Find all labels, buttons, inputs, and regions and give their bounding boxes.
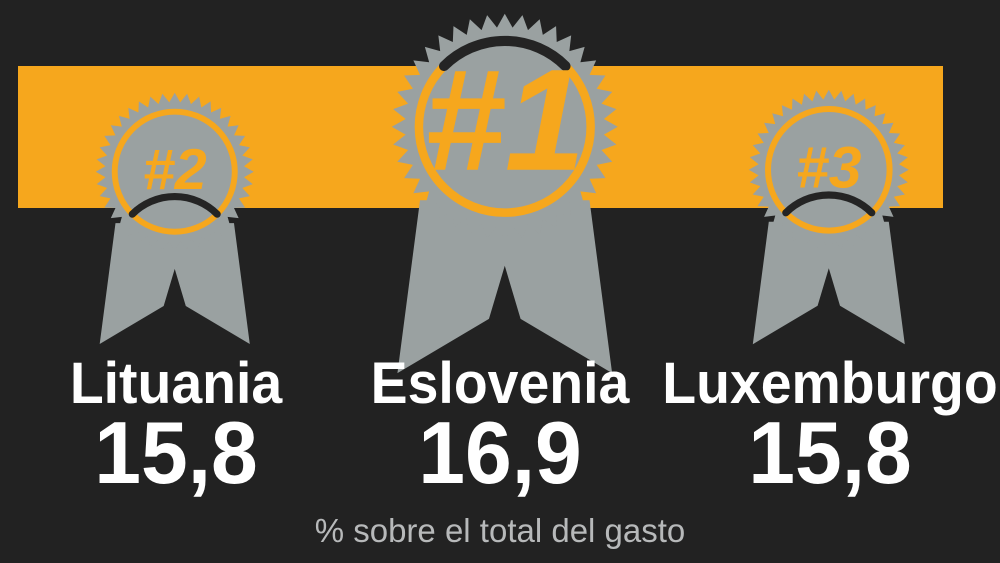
svg-text:#3: #3 — [796, 136, 862, 201]
svg-text:#1: #1 — [425, 39, 586, 201]
svg-text:#2: #2 — [143, 138, 207, 202]
